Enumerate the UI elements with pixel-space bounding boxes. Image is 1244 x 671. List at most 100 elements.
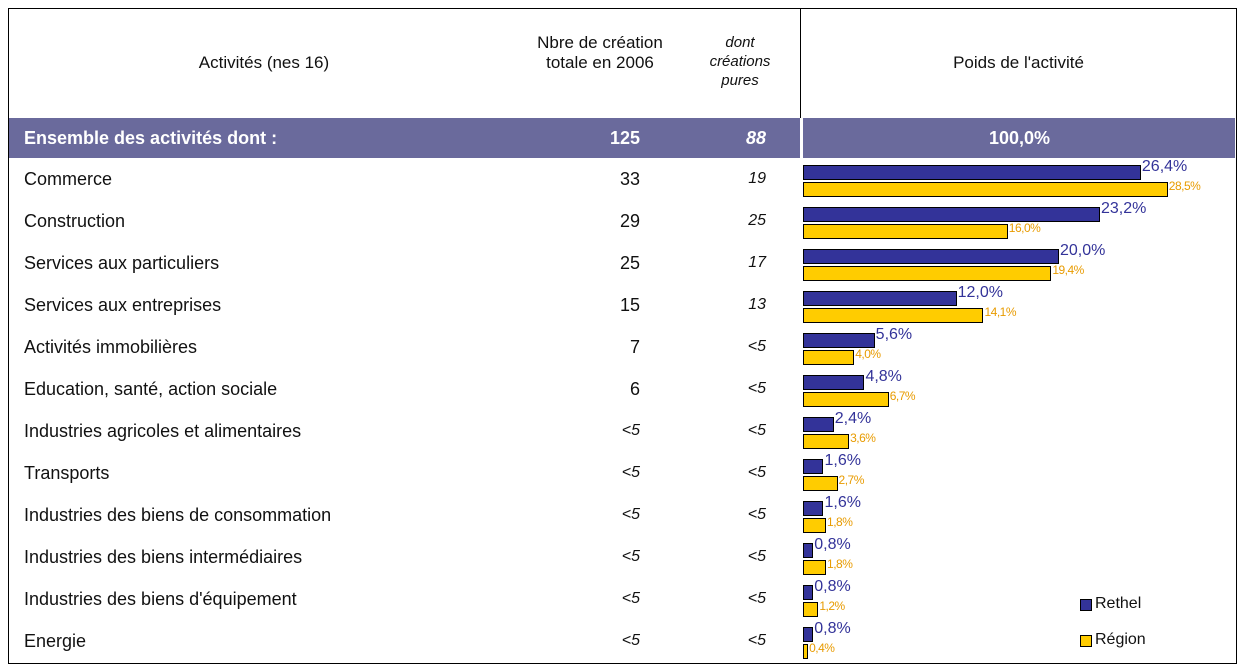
- pure-count: <5: [747, 464, 766, 481]
- column-divider: [800, 8, 801, 158]
- bar: [803, 375, 865, 390]
- bar: [803, 291, 957, 306]
- pure-count: 13: [748, 296, 766, 313]
- total-count: 15: [619, 295, 640, 315]
- activity-name: Education, santé, action sociale: [24, 379, 278, 399]
- bar: [803, 308, 984, 323]
- bar: [803, 459, 824, 474]
- bar-label: 28,5%: [1168, 179, 1201, 193]
- summary-gap: [800, 118, 803, 158]
- total-count: <5: [621, 506, 640, 523]
- bar: [803, 585, 814, 600]
- pure-count: 17: [748, 254, 766, 271]
- activity-name: Activités immobilières: [24, 337, 198, 357]
- activity-name: Industries des biens intermédiaires: [24, 547, 303, 567]
- bar-label: 1,8%: [827, 515, 853, 529]
- total-count: <5: [621, 548, 640, 565]
- bar: [803, 627, 814, 642]
- bar-label: 4,0%: [855, 347, 881, 361]
- bar-label: 3,6%: [850, 431, 876, 445]
- bar-label: 19,4%: [1052, 263, 1084, 277]
- bar-label: 6,7%: [889, 389, 916, 403]
- bar: [803, 560, 827, 575]
- bar-label: 12,0%: [957, 284, 1003, 301]
- bar-label: 5,6%: [875, 326, 913, 343]
- summary-total: 125: [609, 128, 640, 148]
- total-count: 7: [629, 337, 640, 357]
- activity-name: Industries des biens d'équipement: [24, 589, 297, 609]
- legend-label: Rethel: [1095, 595, 1142, 612]
- legend-swatch: [1080, 599, 1092, 611]
- header-pure: dont créations pures: [709, 34, 771, 89]
- activity-name: Construction: [24, 211, 126, 231]
- total-count: <5: [621, 632, 640, 649]
- activity-name: Services aux entreprises: [24, 295, 222, 315]
- bar: [803, 543, 814, 558]
- bar: [803, 350, 855, 365]
- pure-count: <5: [747, 506, 766, 523]
- activity-name: Transports: [24, 463, 110, 483]
- bar: [803, 518, 827, 533]
- summary-weight: 100,0%: [988, 128, 1051, 148]
- header-activity: Activités (nes 16): [198, 53, 330, 72]
- summary-label: Ensemble des activités dont :: [24, 128, 278, 148]
- pure-count: <5: [747, 548, 766, 565]
- bar-label: 14,1%: [984, 305, 1016, 319]
- bar: [803, 333, 875, 348]
- bar: [803, 434, 850, 449]
- bar-label: 1,2%: [819, 599, 845, 613]
- bar-label: 1,6%: [824, 452, 861, 469]
- bar-label: 1,8%: [827, 557, 853, 571]
- pure-count: <5: [747, 380, 766, 397]
- total-count: <5: [621, 590, 640, 607]
- bar-label: 4,8%: [865, 368, 902, 385]
- bar: [803, 602, 819, 617]
- legend-label: Région: [1095, 631, 1146, 648]
- total-count: 33: [619, 169, 640, 189]
- bar-label: 0,8%: [814, 620, 851, 637]
- pure-count: <5: [747, 338, 766, 355]
- bar: [803, 417, 834, 432]
- total-count: 6: [629, 379, 640, 399]
- header-weight: Poids de l'activité: [953, 53, 1084, 72]
- bar-label: 2,4%: [834, 410, 872, 427]
- bar-label: 16,0%: [1008, 221, 1041, 235]
- total-count: 29: [619, 211, 640, 231]
- bar: [803, 266, 1052, 281]
- activity-name: Industries agricoles et alimentaires: [24, 421, 302, 441]
- legend-swatch: [1080, 635, 1092, 647]
- bar-label: 20,0%: [1060, 242, 1106, 259]
- pure-count: <5: [747, 632, 766, 649]
- bar: [803, 476, 838, 491]
- bar-label: 0,8%: [814, 578, 851, 595]
- pure-count: <5: [747, 422, 766, 439]
- bar-label: 0,8%: [814, 536, 851, 553]
- activity-name: Industries des biens de consommation: [24, 505, 332, 525]
- pure-count: <5: [747, 590, 766, 607]
- bar: [803, 224, 1008, 239]
- activity-name: Services aux particuliers: [24, 253, 220, 273]
- bar-label: 23,2%: [1100, 200, 1147, 217]
- bar: [803, 392, 889, 407]
- bar-label: 0,4%: [809, 641, 835, 655]
- activity-name: Commerce: [24, 169, 113, 189]
- pure-count: 25: [748, 212, 766, 229]
- activity-name: Energie: [24, 631, 87, 651]
- summary-pure: 88: [745, 128, 766, 148]
- bar: [803, 182, 1168, 197]
- total-count: <5: [621, 422, 640, 439]
- summary-band: [9, 118, 1235, 158]
- bar: [803, 249, 1059, 264]
- table-border: [8, 8, 1237, 664]
- bar: [803, 644, 809, 659]
- bar-label: 26,4%: [1141, 158, 1188, 175]
- total-count: <5: [621, 464, 640, 481]
- header-total: Nbre de création totale en 2006: [537, 33, 663, 72]
- bar-label: 1,6%: [824, 494, 861, 511]
- total-count: 25: [619, 253, 640, 273]
- bar: [803, 207, 1100, 222]
- bar: [803, 501, 824, 516]
- pure-count: 19: [748, 170, 766, 187]
- bar: [803, 165, 1141, 180]
